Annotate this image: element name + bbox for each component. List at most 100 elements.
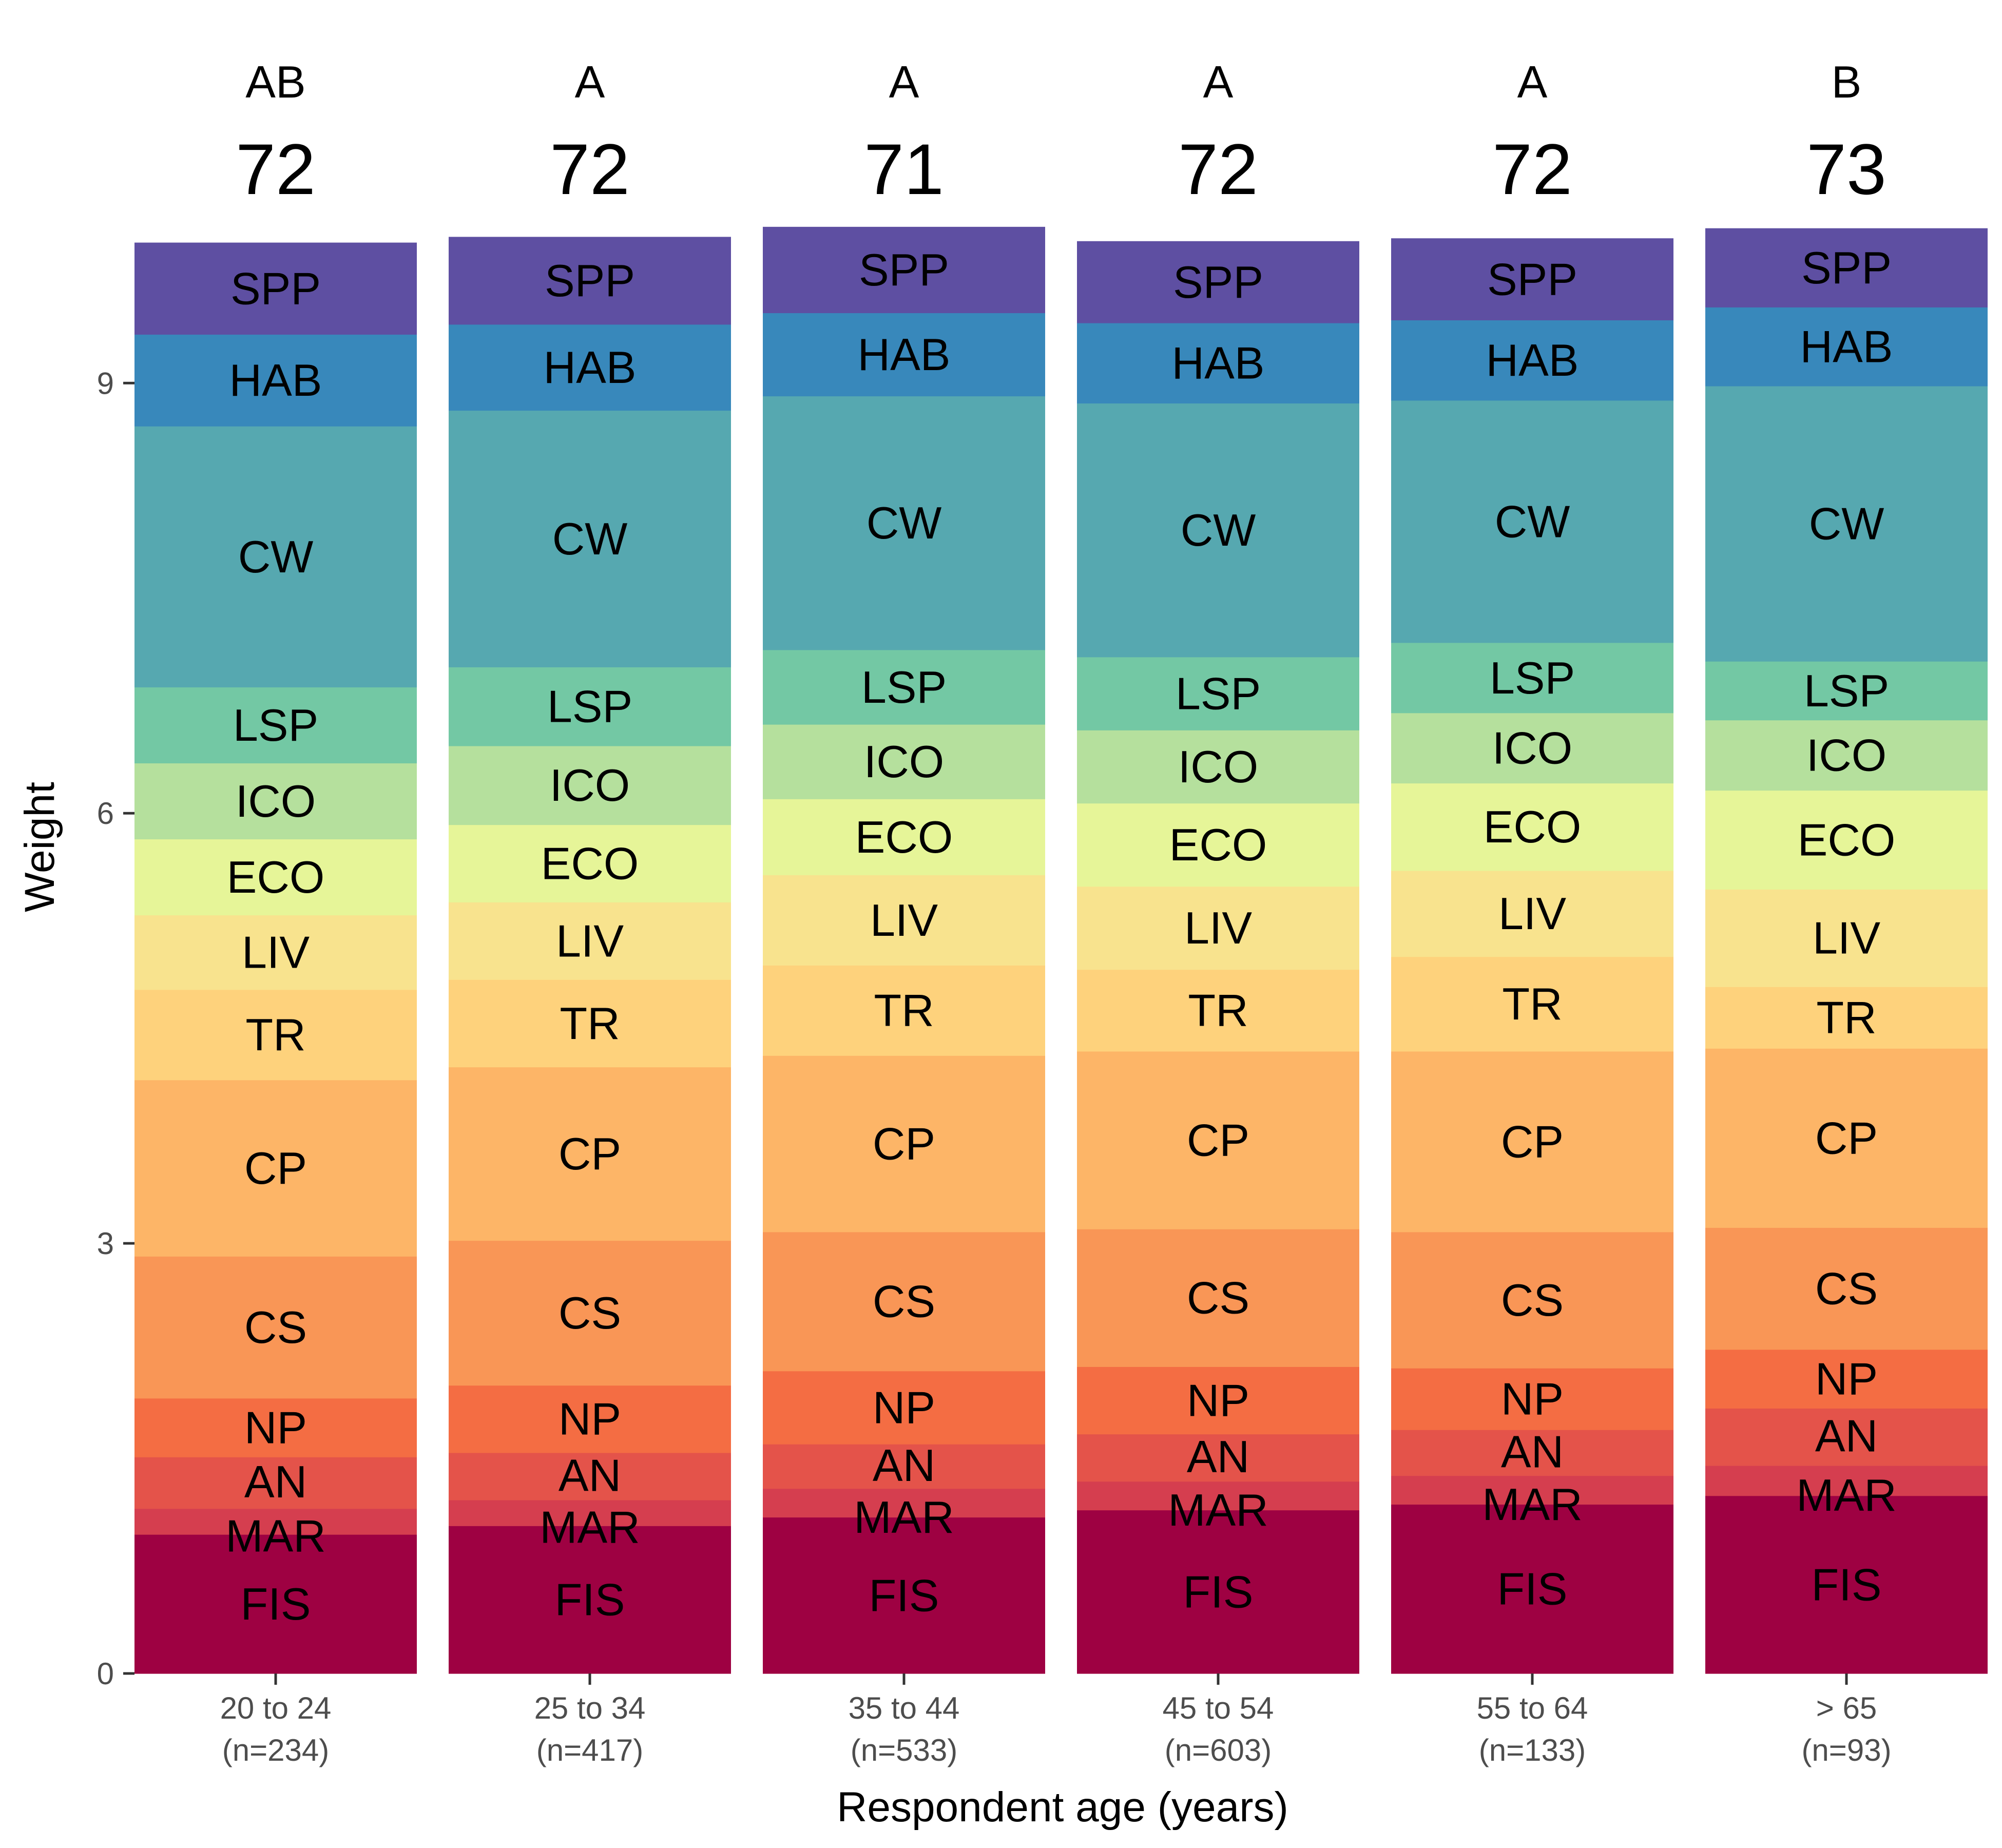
score-label: 72 (1492, 129, 1572, 209)
bar-segment-ico (134, 763, 417, 840)
segment-label-ico: ICO (236, 776, 316, 826)
segment-label-cp: CP (873, 1118, 935, 1169)
bar-segment-ico (1077, 730, 1359, 804)
bar-segment-ico (763, 724, 1045, 799)
bar-segment-np (763, 1371, 1045, 1445)
bar-segment-an (134, 1457, 417, 1509)
bar-segment-cw (1391, 400, 1673, 643)
segment-label-an: AN (244, 1456, 307, 1507)
segment-label-tr: TR (1188, 985, 1248, 1036)
segment-label-cp: CP (1815, 1112, 1878, 1163)
bar-segment-liv (134, 915, 417, 990)
bar-segment-liv (763, 875, 1045, 966)
segment-label-an: AN (1187, 1431, 1249, 1482)
y-tick-label: 3 (97, 1226, 114, 1261)
segment-label-tr: TR (560, 998, 620, 1049)
bar-segment-hab (1391, 320, 1673, 401)
segment-label-ico: ICO (550, 760, 630, 811)
bar-segment-eco (1705, 790, 1988, 890)
bar-segment-spp (134, 242, 417, 335)
segment-label-ico: ICO (1806, 730, 1886, 781)
x-axis: 20 to 24 (n=234) 25 to 34 (n=417) 35 to 44 (n… (220, 1673, 1892, 1767)
segment-label-liv: LIV (242, 927, 310, 978)
segment-label-hab: HAB (858, 329, 951, 380)
segment-label-hab: HAB (1486, 335, 1579, 386)
segment-label-liv: LIV (870, 895, 938, 946)
bar-segment-fis (1077, 1510, 1359, 1674)
segment-label-eco: ECO (227, 852, 325, 902)
x-axis-title: Respondent age (years) (837, 1784, 1288, 1831)
bar-segment-fis (1391, 1504, 1673, 1674)
bar-segment-an (1705, 1408, 1988, 1466)
bar-segment-hab (449, 324, 731, 411)
significance-letter: AB (245, 56, 305, 107)
bar-segment-mar (134, 1508, 417, 1535)
segment-label-lsp: LSP (1804, 665, 1889, 716)
segment-label-mar: MAR (225, 1510, 326, 1561)
segment-label-lsp: LSP (1176, 668, 1261, 719)
segment-label-fis: FIS (241, 1578, 311, 1629)
segment-label-mar: MAR (1168, 1485, 1268, 1535)
segment-label-tr: TR (1816, 992, 1876, 1043)
bar-segment-cp (1391, 1051, 1673, 1233)
segment-label-tr: TR (245, 1009, 305, 1060)
bar-segment-mar (449, 1500, 731, 1526)
bar-segment-spp (1391, 238, 1673, 321)
segment-label-cp: CP (1501, 1116, 1564, 1167)
bar-segment-liv (1077, 886, 1359, 970)
segment-label-np: NP (873, 1382, 935, 1433)
x-tick-sample-size: (n=93) (1801, 1733, 1891, 1767)
bar-segment-cs (449, 1240, 731, 1386)
segment-label-lsp: LSP (1490, 652, 1575, 703)
segment-label-fis: FIS (1183, 1566, 1254, 1617)
x-tick-sample-size: (n=133) (1479, 1733, 1586, 1767)
bar-segment-spp (1077, 241, 1359, 323)
segment-label-lsp: LSP (547, 681, 632, 732)
segment-label-an: AN (559, 1450, 621, 1500)
segment-label-liv: LIV (1498, 888, 1566, 939)
bar-segment-tr (134, 989, 417, 1081)
bar-segment-cs (763, 1231, 1045, 1372)
segment-label-cp: CP (244, 1143, 307, 1194)
segment-label-lsp: LSP (861, 662, 947, 713)
x-tick-label: > 65 (1816, 1691, 1877, 1725)
segment-label-eco: ECO (541, 838, 639, 889)
score-label: 71 (864, 129, 944, 209)
segment-label-spp: SPP (545, 255, 635, 306)
x-tick-sample-size: (n=417) (536, 1733, 643, 1767)
x-tick-label: 45 to 54 (1163, 1691, 1274, 1725)
segment-labels-layer: FISMARANNPCSCPTRLIVECOICOLSPCWHABSPPFISM… (225, 242, 1897, 1629)
segment-label-cs: CS (873, 1276, 935, 1327)
segment-label-eco: ECO (1798, 814, 1896, 865)
segment-label-fis: FIS (869, 1570, 939, 1621)
segment-label-cs: CS (1501, 1275, 1564, 1325)
bar-segment-mar (1705, 1466, 1988, 1496)
bars-layer (134, 226, 1988, 1674)
bar-segment-tr (763, 965, 1045, 1056)
bar-segment-np (1391, 1368, 1673, 1430)
bar-segment-np (134, 1398, 417, 1457)
bar-segment-fis (763, 1517, 1045, 1674)
y-axis-title: Weight (16, 782, 63, 912)
bar-segment-eco (1391, 783, 1673, 871)
segment-label-tr: TR (874, 985, 934, 1036)
bar-segment-cp (763, 1055, 1045, 1233)
segment-label-fis: FIS (1812, 1559, 1882, 1610)
bar-segment-lsp (1705, 661, 1988, 721)
bar-segment-ico (1705, 720, 1988, 791)
bar-segment-hab (1077, 322, 1359, 404)
segment-label-cs: CS (244, 1302, 307, 1353)
bar-segment-cs (1705, 1227, 1988, 1350)
segment-label-cp: CP (559, 1128, 621, 1179)
segment-label-spp: SPP (1173, 257, 1263, 307)
bar-segment-cw (1705, 386, 1988, 662)
bar-segment-cs (134, 1256, 417, 1399)
segment-label-spp: SPP (859, 244, 949, 295)
bar-segment-eco (763, 799, 1045, 875)
bar-segment-eco (134, 839, 417, 916)
bar-segment-cp (1077, 1051, 1359, 1229)
segment-label-cw: CW (552, 513, 628, 564)
bar-segment-cp (1705, 1048, 1988, 1228)
